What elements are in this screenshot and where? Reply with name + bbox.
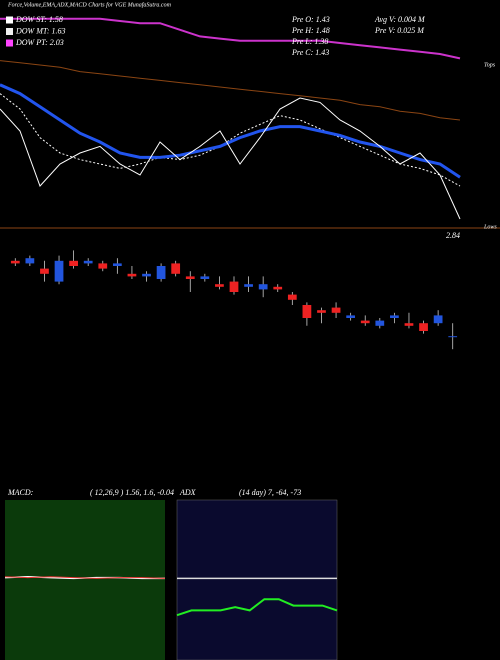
adx-panel — [176, 499, 338, 660]
candle-body — [419, 323, 428, 331]
candle-body — [185, 276, 195, 279]
page-title: Force,Volume,EMA,ADX,MACD Charts for VGE… — [7, 1, 172, 8]
candle-body — [433, 315, 443, 324]
candle-body — [83, 260, 93, 264]
candle-body — [331, 307, 341, 313]
candle-body — [98, 263, 108, 269]
candle-body — [215, 284, 224, 287]
series-line — [0, 17, 461, 60]
series-line — [4, 576, 166, 579]
info-text: Pre C: 1.43 — [291, 48, 329, 57]
series-line — [0, 97, 461, 220]
legend-label: DOW PT: 2.03 — [15, 38, 64, 47]
lows-label: Lows — [483, 224, 497, 230]
tops-label: Tops — [484, 62, 496, 68]
panel-params: ( 12,26,9 ) 1.56, 1.6, -0.04 — [90, 488, 174, 497]
candle-body — [302, 305, 312, 318]
panel-label: MACD: — [7, 488, 34, 497]
series-line — [0, 83, 461, 179]
candle-body — [404, 323, 414, 326]
candle-body — [156, 266, 166, 279]
panel-params: (14 day) 7, -64, -73 — [239, 488, 301, 497]
info-text: Avg V: 0.004 M — [374, 15, 426, 24]
candle-body — [69, 260, 78, 266]
legend-label: DOW MT: 1.63 — [15, 26, 66, 35]
info-text: Pre V: 0.025 M — [374, 26, 425, 35]
candle-body — [10, 260, 20, 264]
price-label: 2.84 — [446, 231, 460, 240]
candle-body — [390, 315, 399, 318]
panel-label: ADX — [179, 488, 197, 497]
candle-body — [25, 258, 35, 264]
macd-panel — [5, 500, 165, 660]
candle-body — [200, 276, 210, 279]
candle-body — [142, 273, 151, 277]
candle-body — [112, 263, 122, 266]
candle-body — [40, 268, 49, 274]
legend-label: DOW ST: 1.58 — [15, 15, 63, 24]
legend-swatch — [6, 39, 13, 47]
legend-swatch — [6, 28, 13, 35]
series-line — [176, 598, 338, 617]
candle-body — [258, 284, 268, 290]
candle-body — [229, 281, 239, 292]
candle-body — [127, 273, 137, 277]
candle-body — [346, 315, 356, 318]
info-text: Pre H: 1.48 — [291, 26, 330, 35]
legend-swatch — [6, 16, 13, 24]
candle-body — [273, 286, 283, 290]
candle-body — [448, 336, 458, 338]
candle-body — [317, 310, 326, 313]
info-text: Pre O: 1.43 — [291, 15, 330, 24]
candle-body — [244, 284, 253, 287]
candle-body — [287, 294, 297, 300]
candle-body — [375, 320, 385, 326]
info-text: Pre L: 1.38 — [291, 37, 328, 46]
candle-body — [360, 320, 370, 324]
candle-body — [54, 260, 64, 282]
series-line — [0, 60, 461, 121]
candle-body — [171, 263, 181, 274]
